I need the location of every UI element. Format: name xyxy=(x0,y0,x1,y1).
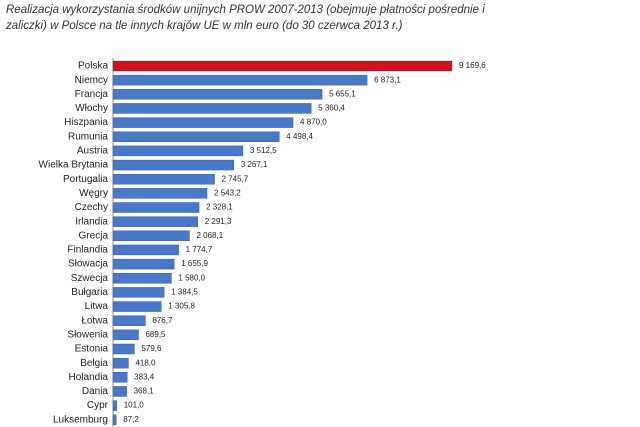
bar xyxy=(112,216,198,227)
category-label: Francja xyxy=(75,89,109,100)
value-label: 368,1 xyxy=(134,387,155,396)
category-label: Słowenia xyxy=(67,329,108,340)
category-label: Łotwa xyxy=(81,315,108,326)
value-label: 5 655,1 xyxy=(329,89,356,98)
bar xyxy=(112,244,179,256)
value-label: 5 360,4 xyxy=(318,104,345,113)
bar xyxy=(112,103,312,114)
category-label: Szwecja xyxy=(71,273,109,284)
bar xyxy=(112,117,294,128)
value-label: 4 870,0 xyxy=(300,118,327,127)
category-label: Belgia xyxy=(80,358,108,369)
bar xyxy=(112,60,453,72)
bar xyxy=(112,202,200,213)
bar xyxy=(112,315,146,326)
chart-title: Realizacja wykorzystania środków unijnyc… xyxy=(6,4,485,32)
value-label: 3 267,1 xyxy=(241,160,268,169)
value-label: 1 305,8 xyxy=(168,302,195,311)
value-label: 1 774,7 xyxy=(186,245,213,254)
value-label: 2 291,3 xyxy=(205,217,232,226)
value-label: 383,4 xyxy=(134,372,155,381)
bar xyxy=(112,159,234,171)
bar xyxy=(112,400,117,411)
category-label: Niemcy xyxy=(75,75,108,86)
value-label: 1 580,0 xyxy=(178,273,205,282)
bar xyxy=(112,329,139,341)
bar xyxy=(112,258,175,270)
bar xyxy=(112,301,162,312)
value-label: 4 498,4 xyxy=(286,132,313,141)
category-label: Grecja xyxy=(79,230,109,241)
category-label: Finlandia xyxy=(67,245,108,256)
category-label: Austria xyxy=(77,146,109,157)
bar xyxy=(112,188,208,199)
bar xyxy=(112,343,135,355)
category-label: Słowacja xyxy=(68,259,108,270)
category-label: Polska xyxy=(78,61,108,72)
category-label: Węgry xyxy=(79,188,108,199)
bar xyxy=(112,145,244,157)
bar xyxy=(112,287,165,298)
value-label: 2 543,2 xyxy=(214,188,241,197)
category-label: Estonia xyxy=(75,344,109,355)
category-label: Holandia xyxy=(69,372,109,383)
value-label: 2 745,7 xyxy=(222,174,249,183)
value-label: 2 328,1 xyxy=(206,203,233,212)
bar xyxy=(112,372,128,383)
value-label: 101,0 xyxy=(124,401,145,410)
bar xyxy=(112,386,127,397)
bar xyxy=(112,173,215,185)
bar xyxy=(112,414,117,425)
value-label: 689,5 xyxy=(145,330,166,339)
category-label: Czechy xyxy=(75,202,108,213)
bar xyxy=(112,357,129,369)
category-label: Dania xyxy=(82,386,109,397)
value-label: 1 384,5 xyxy=(171,288,198,297)
value-label: 87,2 xyxy=(123,415,139,424)
bar xyxy=(112,273,172,284)
bar xyxy=(112,89,323,100)
value-label: 6 873,1 xyxy=(374,75,401,84)
value-label: 418,0 xyxy=(135,358,156,367)
category-label: Irlandia xyxy=(75,216,108,227)
category-label: Bułgaria xyxy=(71,287,108,298)
bar xyxy=(112,131,280,142)
bar xyxy=(112,230,190,242)
value-label: 876,7 xyxy=(152,316,173,325)
bar xyxy=(112,74,368,86)
category-label: Hiszpania xyxy=(64,117,108,128)
category-label: Luksemburg xyxy=(53,414,108,425)
category-label: Cypr xyxy=(87,400,109,411)
category-label: Włochy xyxy=(75,103,108,114)
value-label: 9 169,6 xyxy=(459,61,486,70)
value-label: 579,6 xyxy=(141,344,162,353)
value-label: 1 655,9 xyxy=(181,259,208,268)
category-label: Rumunia xyxy=(68,131,108,142)
category-label: Wielka Brytania xyxy=(39,160,109,171)
category-label: Portugalia xyxy=(63,174,108,185)
value-label: 2 068,1 xyxy=(196,231,223,240)
value-label: 3 512,5 xyxy=(250,146,277,155)
category-label: Litwa xyxy=(85,301,109,312)
